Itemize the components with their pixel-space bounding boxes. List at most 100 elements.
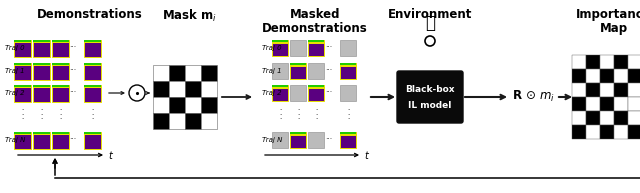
Bar — [600, 83, 614, 97]
Bar — [340, 63, 356, 79]
Text: 🌍: 🌍 — [425, 14, 435, 32]
Bar — [272, 40, 288, 56]
Bar — [572, 97, 586, 111]
Bar — [13, 87, 31, 88]
Bar — [13, 85, 31, 87]
Text: Masked
Demonstrations: Masked Demonstrations — [262, 8, 368, 35]
Bar — [290, 63, 306, 79]
Bar — [600, 55, 614, 69]
Bar — [600, 125, 614, 139]
Bar — [290, 132, 306, 148]
Bar — [340, 40, 356, 56]
Bar — [272, 85, 288, 101]
Bar — [628, 125, 640, 139]
Bar — [33, 40, 49, 57]
Bar — [308, 42, 324, 43]
Bar — [628, 69, 640, 83]
Bar — [308, 40, 324, 42]
Bar — [153, 65, 169, 81]
Bar — [586, 125, 600, 139]
Text: Traj 0: Traj 0 — [5, 45, 24, 51]
Bar — [272, 40, 288, 42]
Bar — [153, 81, 169, 97]
Bar — [308, 40, 324, 56]
Bar — [308, 87, 324, 89]
Bar — [83, 40, 100, 57]
Text: IL model: IL model — [408, 101, 452, 109]
Text: Importance
Map: Importance Map — [576, 8, 640, 35]
Bar — [169, 65, 185, 81]
Bar — [586, 111, 600, 125]
Bar — [13, 40, 31, 42]
Bar — [153, 97, 169, 113]
Bar — [185, 113, 201, 129]
Bar — [83, 131, 100, 134]
Bar — [290, 40, 306, 56]
Text: Traj 0: Traj 0 — [262, 45, 282, 51]
Text: Traj N: Traj N — [5, 137, 26, 143]
Bar — [308, 85, 324, 101]
Bar — [201, 65, 217, 81]
Text: ·
·
·: · · · — [297, 108, 299, 123]
Bar — [586, 83, 600, 97]
Text: Traj 2: Traj 2 — [5, 90, 24, 96]
Bar — [33, 63, 49, 80]
Text: ·
·
·: · · · — [315, 108, 317, 123]
Bar — [83, 87, 100, 88]
Bar — [185, 65, 201, 81]
Bar — [201, 113, 217, 129]
Bar — [308, 132, 324, 148]
Bar — [33, 85, 49, 102]
Text: Traj 1: Traj 1 — [5, 68, 24, 74]
Bar — [13, 134, 31, 135]
Bar — [308, 85, 324, 87]
Bar — [51, 65, 68, 66]
Bar — [272, 42, 288, 43]
Bar — [201, 81, 217, 97]
Bar — [600, 97, 614, 111]
Bar — [290, 85, 306, 101]
Bar — [586, 97, 600, 111]
Bar — [13, 131, 31, 148]
Bar — [290, 132, 306, 134]
Bar — [51, 85, 68, 102]
Bar — [83, 40, 100, 42]
Text: ···: ··· — [325, 67, 332, 75]
Bar — [83, 63, 100, 80]
Text: ···: ··· — [69, 89, 76, 97]
Text: Mask m$_i$: Mask m$_i$ — [163, 8, 218, 24]
Bar — [272, 132, 288, 148]
Bar — [51, 40, 68, 42]
Bar — [628, 97, 640, 111]
Bar — [51, 85, 68, 87]
Bar — [340, 63, 356, 65]
Text: ·
·
·: · · · — [279, 108, 281, 123]
Bar — [586, 55, 600, 69]
Bar — [185, 81, 201, 97]
Bar — [33, 131, 49, 148]
Bar — [340, 65, 356, 67]
Bar — [272, 63, 288, 79]
Text: ···: ··· — [69, 135, 76, 145]
Text: ·
·
·: · · · — [347, 108, 349, 123]
Bar — [628, 111, 640, 125]
Text: t: t — [108, 151, 112, 161]
Bar — [614, 69, 628, 83]
Bar — [33, 40, 49, 42]
Text: Demonstrations: Demonstrations — [37, 8, 143, 21]
Text: t: t — [364, 151, 368, 161]
Bar — [33, 87, 49, 88]
Bar — [13, 131, 31, 134]
Text: Traj 1: Traj 1 — [262, 68, 282, 74]
Text: ···: ··· — [325, 135, 332, 145]
Bar — [13, 63, 31, 80]
Bar — [33, 63, 49, 65]
Text: ·
·
·: · · · — [40, 108, 42, 123]
Bar — [83, 42, 100, 43]
Bar — [33, 65, 49, 66]
Bar — [614, 97, 628, 111]
Bar — [614, 111, 628, 125]
Bar — [83, 63, 100, 65]
Text: ···: ··· — [325, 43, 332, 52]
Text: Black-box: Black-box — [405, 85, 455, 93]
